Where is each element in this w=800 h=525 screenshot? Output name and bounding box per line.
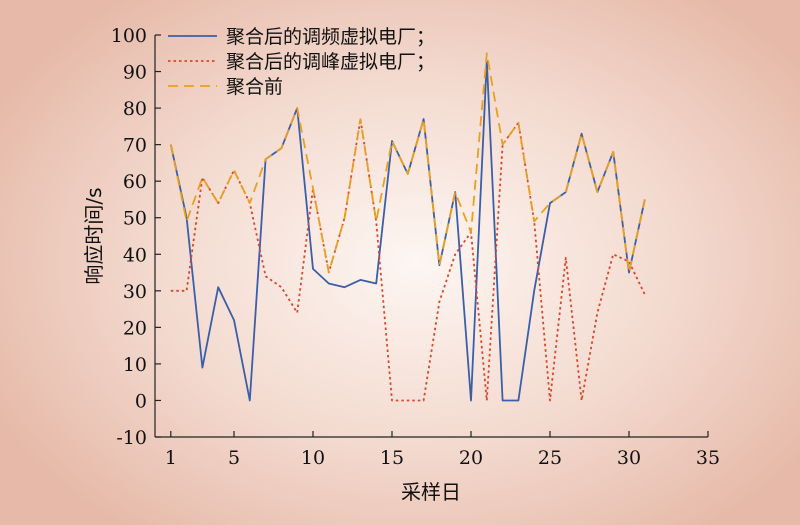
x-tick-label: 5	[228, 447, 240, 469]
y-tick-label: 100	[111, 25, 147, 47]
x-tick-label: 35	[696, 447, 720, 469]
y-tick-label: -10	[116, 427, 147, 449]
x-tick-label: 10	[301, 447, 325, 469]
y-tick-label: 80	[123, 98, 147, 120]
y-tick-label: 40	[123, 244, 147, 266]
legend-label: 聚合前	[226, 76, 283, 98]
y-tick-label: 90	[123, 62, 147, 84]
x-axis-label: 采样日	[401, 480, 461, 504]
axes	[154, 35, 708, 438]
y-tick-label: 30	[123, 281, 147, 303]
y-tick-label: 60	[123, 171, 147, 193]
y-tick-label: 0	[135, 390, 147, 412]
x-tick-label: 25	[538, 447, 562, 469]
y-tick-label: 20	[123, 317, 147, 339]
x-ticks: 1 5 10 15 20 25 30 35	[165, 431, 720, 469]
x-tick-label: 15	[380, 447, 404, 469]
x-tick-label: 30	[617, 447, 641, 469]
series-line-1	[169, 59, 646, 402]
y-tick-label: 10	[123, 354, 147, 376]
legend: 聚合后的调频虚拟电厂； 聚合后的调峰虚拟电厂； 聚合前	[168, 26, 435, 98]
y-axis-label: 响应时间/s	[82, 187, 106, 284]
legend-label: 聚合后的调频虚拟电厂；	[226, 26, 435, 48]
series-lines	[169, 52, 646, 402]
x-tick-label: 1	[165, 447, 177, 469]
y-ticks: -10 0 10 20 30 40 50 60 70 80 90 100	[111, 25, 161, 449]
y-tick-label: 70	[123, 135, 147, 157]
y-tick-label: 50	[123, 208, 147, 230]
x-tick-label: 20	[459, 447, 483, 469]
legend-label: 聚合后的调峰虚拟电厂；	[226, 51, 435, 73]
series-line-3	[169, 52, 646, 274]
